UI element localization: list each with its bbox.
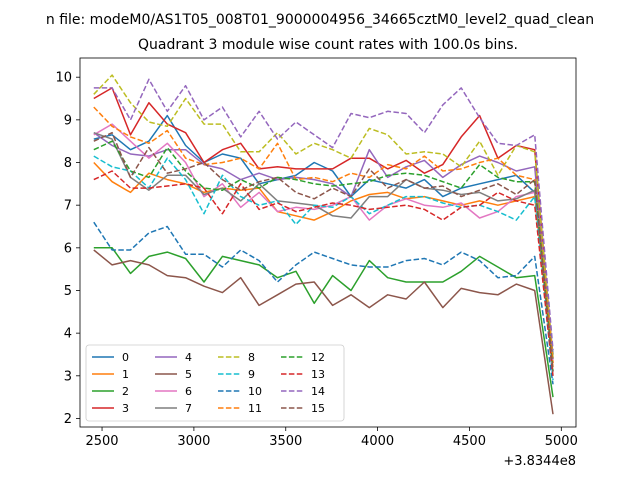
legend-label-12: 12 xyxy=(311,351,325,364)
series-line-15 xyxy=(93,131,554,372)
y-tick-label: 5 xyxy=(64,284,72,299)
y-tick-label: 4 xyxy=(64,327,72,342)
series-line-3 xyxy=(93,87,554,359)
legend-label-5: 5 xyxy=(185,368,192,381)
y-tick-label: 7 xyxy=(64,199,72,214)
series-lines xyxy=(93,74,554,415)
series-line-11 xyxy=(93,106,554,364)
x-tick-label: 2500 xyxy=(85,434,118,449)
legend-label-11: 11 xyxy=(248,402,262,415)
legend-label-10: 10 xyxy=(248,385,262,398)
series-line-13 xyxy=(93,170,554,376)
series-line-4 xyxy=(93,132,554,364)
x-axis: 2500 3000 3500 4000 4500 5000 xyxy=(85,427,578,449)
y-tick-label: 9 xyxy=(64,113,72,128)
legend-label-0: 0 xyxy=(122,351,129,364)
x-tick-label: 4500 xyxy=(453,434,486,449)
legend-label-2: 2 xyxy=(122,385,129,398)
y-tick-label: 10 xyxy=(55,71,72,86)
series-line-14 xyxy=(93,78,554,351)
legend-label-6: 6 xyxy=(185,385,192,398)
x-tick-label: 5000 xyxy=(545,434,578,449)
chart-suptitle: n file: modeM0/AS1T05_008T01_9000004956_… xyxy=(46,12,594,28)
x-tick-label: 4000 xyxy=(361,434,394,449)
legend-label-4: 4 xyxy=(185,351,192,364)
legend-label-15: 15 xyxy=(311,402,325,415)
series-line-10 xyxy=(93,221,554,385)
y-tick-label: 2 xyxy=(64,412,72,427)
x-offset-label: +3.8344e8 xyxy=(503,454,576,469)
series-line-8 xyxy=(93,74,554,359)
y-tick-label: 6 xyxy=(64,241,72,256)
series-line-2 xyxy=(93,247,554,398)
legend-label-7: 7 xyxy=(185,402,192,415)
legend-label-14: 14 xyxy=(311,385,325,398)
x-tick-label: 3500 xyxy=(269,434,302,449)
legend-label-13: 13 xyxy=(311,368,325,381)
plot-frame xyxy=(79,57,577,428)
series-line-1 xyxy=(93,161,554,368)
x-tick-label: 3000 xyxy=(177,434,210,449)
legend-label-9: 9 xyxy=(248,368,255,381)
series-line-7 xyxy=(93,131,554,359)
series-line-12 xyxy=(93,140,554,372)
y-tick-label: 3 xyxy=(64,369,72,384)
y-axis: 2 3 4 5 6 7 8 9 10 xyxy=(55,71,80,427)
legend-label-1: 1 xyxy=(122,368,129,381)
legend-frame xyxy=(85,344,345,422)
legend-label-8: 8 xyxy=(248,351,255,364)
series-line-5 xyxy=(93,249,554,415)
chart-title: Quadrant 3 module wise count rates with … xyxy=(138,37,518,53)
legend-label-3: 3 xyxy=(122,402,129,415)
y-tick-label: 8 xyxy=(64,156,72,171)
series-line-6 xyxy=(93,123,554,364)
